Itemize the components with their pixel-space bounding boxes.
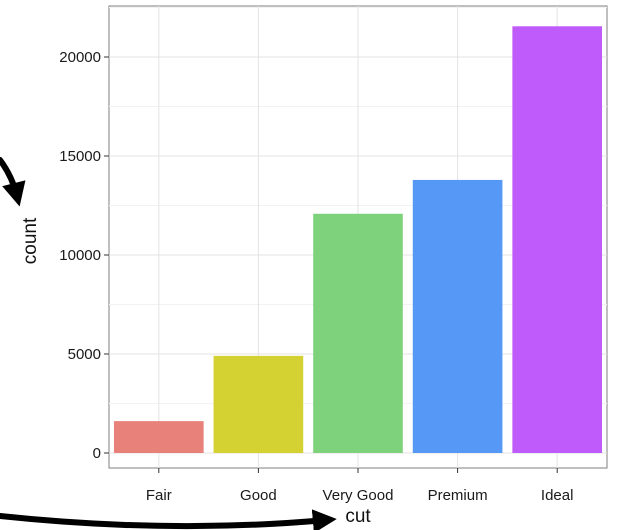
- y-tick-label: 10000: [59, 247, 101, 264]
- y-tick-label: 0: [93, 445, 101, 462]
- bar-premium: [412, 179, 503, 453]
- bar-fair: [113, 421, 204, 453]
- x-axis-ticks: Fair Good Very Good Premium Ideal: [146, 468, 574, 504]
- y-axis-pointer-arrow-icon: [0, 157, 26, 207]
- x-axis-pointer-arrow-icon: [0, 509, 337, 530]
- bar-good: [213, 355, 304, 453]
- x-tick-label: Good: [240, 487, 277, 504]
- x-tick-label: Very Good: [323, 487, 394, 504]
- y-axis-title: count: [20, 217, 41, 264]
- bar-ideal: [512, 26, 603, 454]
- x-tick-label: Premium: [428, 487, 488, 504]
- x-tick-label: Fair: [146, 487, 172, 504]
- y-tick-label: 5000: [68, 346, 101, 363]
- x-tick-label: Ideal: [541, 487, 574, 504]
- y-tick-label: 15000: [59, 148, 101, 165]
- y-axis-ticks: 0 5000 10000 15000 20000: [59, 49, 109, 462]
- bar-very-good: [313, 213, 403, 453]
- y-tick-label: 20000: [59, 49, 101, 66]
- x-axis-title: cut: [345, 506, 371, 527]
- bars: [113, 26, 603, 454]
